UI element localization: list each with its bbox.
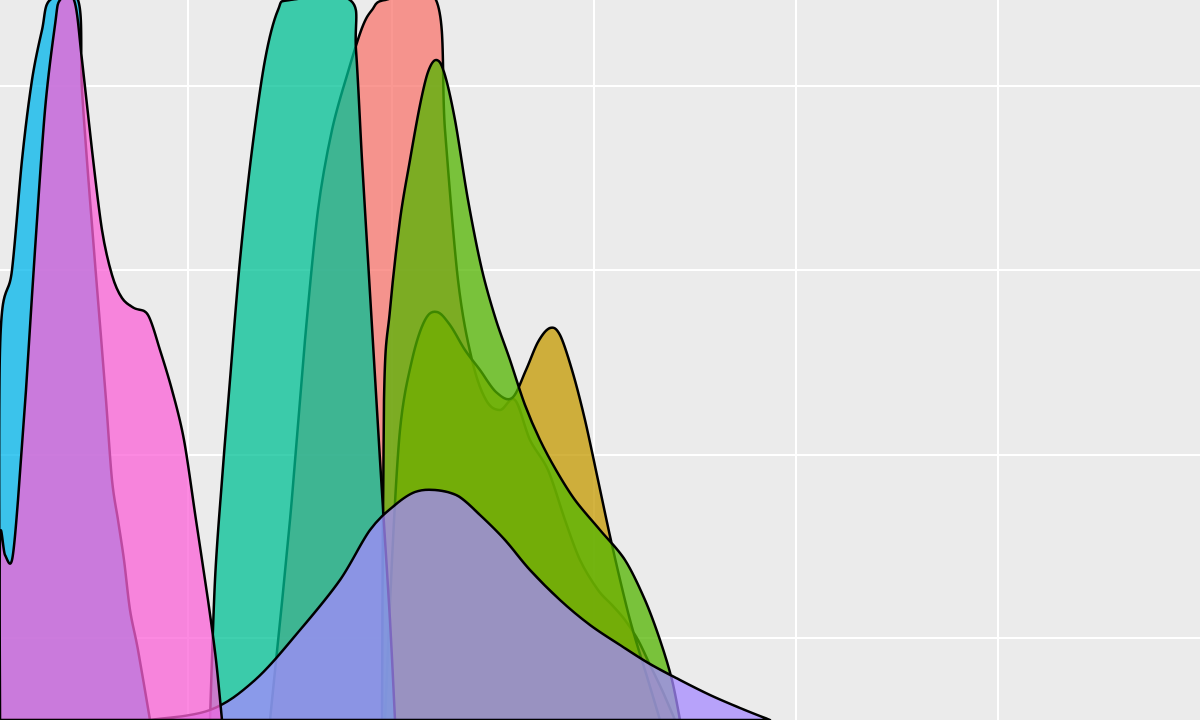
density-series-layer <box>0 0 772 720</box>
density-area <box>0 0 224 720</box>
density-area <box>208 0 397 720</box>
density-area <box>148 488 772 720</box>
